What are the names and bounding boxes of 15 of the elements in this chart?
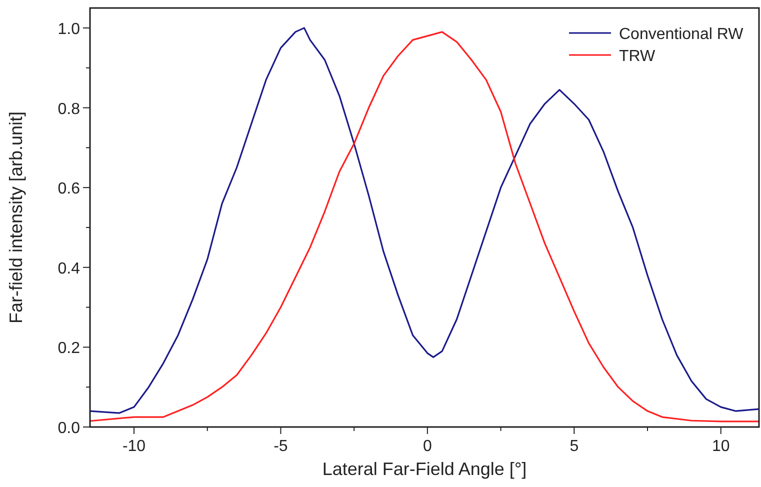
x-axis-title: Lateral Far-Field Angle [°]	[322, 459, 527, 479]
y-tick-label: 0.4	[58, 260, 80, 278]
x-tick-label: 0	[422, 438, 432, 455]
y-axis-title: Far-field intensity [arb.unit]	[6, 111, 26, 324]
x-tick-label: -10	[122, 438, 146, 455]
legend-label: TRW	[619, 48, 656, 65]
x-tick-label: 5	[570, 438, 579, 455]
y-tick-label: 0.8	[58, 100, 80, 118]
text: 1.0	[58, 20, 80, 38]
x-tick-label: -5	[274, 438, 288, 455]
y-tick-label: 0.6	[58, 180, 80, 198]
text: 0.0	[58, 420, 80, 437]
legend-label: Conventional RW	[619, 26, 744, 43]
y-tick-label: 0.2	[58, 340, 80, 358]
x-tick-label: 10	[712, 438, 730, 455]
